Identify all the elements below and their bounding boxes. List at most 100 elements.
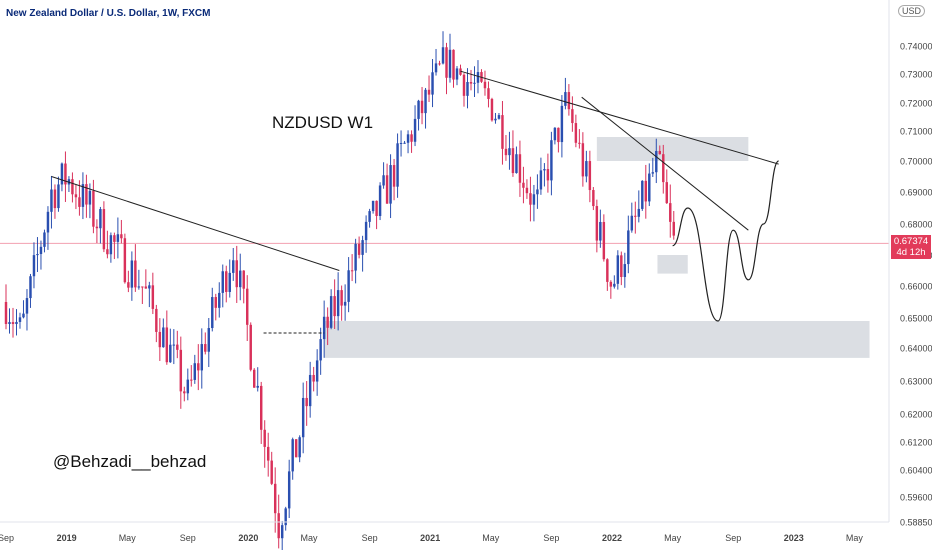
candle-body bbox=[106, 249, 109, 255]
candle-body bbox=[155, 308, 158, 332]
candle-body bbox=[378, 185, 382, 216]
candle-body bbox=[434, 63, 438, 73]
candle-body bbox=[249, 324, 252, 370]
candle-body bbox=[120, 234, 123, 239]
y-tick-label: 0.71000 bbox=[900, 127, 932, 137]
candle-body bbox=[438, 63, 441, 65]
currency-badge[interactable]: USD bbox=[898, 5, 926, 17]
candle-body bbox=[630, 215, 634, 231]
candle-body bbox=[95, 226, 99, 229]
candle-body bbox=[557, 127, 560, 143]
candle-body bbox=[501, 115, 504, 149]
candle-body bbox=[165, 327, 169, 363]
candle-body bbox=[567, 92, 571, 110]
candle-body bbox=[116, 234, 120, 242]
candle-body bbox=[326, 316, 329, 328]
last-price-value: 0.67374 bbox=[893, 236, 929, 247]
candle-body bbox=[665, 182, 668, 204]
candle-body bbox=[546, 169, 550, 181]
x-tick-label: Sep bbox=[725, 533, 741, 543]
candle-body bbox=[623, 264, 627, 277]
candle-body bbox=[641, 180, 644, 209]
candle-body bbox=[336, 290, 340, 317]
candle-body bbox=[193, 363, 197, 380]
candle-body bbox=[183, 391, 186, 394]
candle-body bbox=[476, 72, 480, 83]
candle-body bbox=[225, 271, 228, 292]
candle-body bbox=[253, 369, 256, 388]
candle-body bbox=[340, 290, 343, 306]
candle-body bbox=[109, 235, 113, 255]
candle-body bbox=[399, 143, 403, 145]
candle-body bbox=[371, 200, 375, 212]
candle-body bbox=[382, 175, 385, 186]
candle-body bbox=[406, 134, 410, 143]
candle-body bbox=[259, 385, 263, 430]
y-tick-label: 0.69000 bbox=[900, 188, 932, 198]
candle-body bbox=[634, 215, 637, 217]
candle-body bbox=[211, 297, 214, 329]
candle-body bbox=[473, 82, 476, 84]
candle-body bbox=[123, 238, 127, 283]
candle-body bbox=[99, 209, 102, 229]
candle-body bbox=[578, 142, 581, 144]
y-tick-label: 0.63000 bbox=[900, 377, 932, 387]
candle-body bbox=[350, 270, 354, 272]
candle-body bbox=[25, 298, 29, 314]
x-axis: Sep 2019 May Sep 2020 May Sep 2021 May Sep 2022 May… bbox=[0, 533, 863, 543]
candle-body bbox=[364, 221, 368, 241]
candle-body bbox=[15, 321, 18, 325]
candle-body bbox=[179, 349, 183, 392]
y-tick-label: 0.65000 bbox=[900, 314, 932, 324]
candle-body bbox=[620, 255, 623, 277]
candle-body bbox=[270, 460, 273, 484]
x-tick-label: May bbox=[482, 533, 500, 543]
candle-body bbox=[186, 379, 190, 394]
candle-body bbox=[662, 154, 665, 183]
y-tick-label: 0.59600 bbox=[900, 493, 932, 503]
candle-body bbox=[50, 189, 53, 212]
candle-body bbox=[88, 190, 92, 205]
candle-body bbox=[396, 143, 399, 187]
candle-body bbox=[375, 200, 378, 216]
candle-body bbox=[176, 344, 179, 350]
candle-body bbox=[343, 301, 347, 306]
trendline-2 bbox=[581, 96, 749, 231]
candle-body bbox=[207, 328, 211, 352]
candle-body bbox=[651, 172, 655, 174]
candle-body bbox=[277, 513, 280, 539]
candle-body bbox=[78, 197, 81, 207]
candle-body bbox=[462, 74, 466, 96]
candle-body bbox=[389, 165, 392, 204]
candle-body bbox=[305, 397, 308, 407]
candle-body bbox=[284, 508, 287, 526]
x-tick-label: Sep bbox=[180, 533, 196, 543]
candle-body bbox=[141, 286, 144, 288]
candle-body bbox=[504, 148, 508, 156]
candle-body bbox=[529, 193, 532, 205]
candle-body bbox=[312, 374, 315, 382]
candle-body bbox=[53, 189, 57, 209]
candle-body bbox=[518, 154, 522, 183]
candle-body bbox=[515, 154, 518, 174]
candle-body bbox=[354, 243, 357, 271]
candle-body bbox=[564, 92, 567, 106]
x-tick-label: Sep bbox=[543, 533, 559, 543]
candle-body bbox=[301, 397, 305, 438]
x-tick-label: 2023 bbox=[784, 533, 804, 543]
candle-body bbox=[417, 100, 420, 119]
candle-body bbox=[256, 385, 259, 388]
candle-body bbox=[452, 49, 455, 80]
candle-body bbox=[648, 173, 651, 202]
candle-body bbox=[81, 184, 85, 207]
candle-body bbox=[490, 98, 494, 121]
candle-body bbox=[148, 285, 151, 289]
x-tick-label: May bbox=[846, 533, 864, 543]
candle-body bbox=[266, 446, 270, 461]
candle-body bbox=[560, 105, 564, 143]
candle-body bbox=[609, 281, 613, 287]
candle-body bbox=[29, 276, 32, 299]
candle-body bbox=[553, 127, 557, 141]
candle-body bbox=[585, 161, 588, 177]
